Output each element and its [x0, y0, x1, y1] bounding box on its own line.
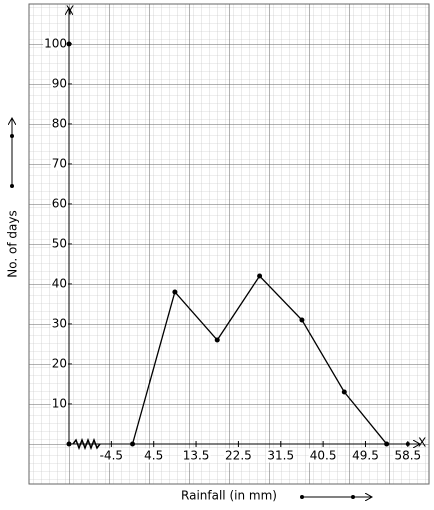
y-tick-label: 40: [52, 277, 67, 291]
y-tick-label: 30: [52, 317, 67, 331]
y-tick-label: 50: [52, 237, 67, 251]
x-tick-label-group: 31.5: [266, 448, 296, 463]
y-tick-label: 80: [52, 117, 67, 131]
y-tick-label-group: 60: [50, 196, 68, 211]
y-axis-title: No. of days: [6, 210, 20, 277]
label-background: [43, 36, 68, 51]
label-background: [50, 116, 68, 131]
y-tick-label: 100: [44, 37, 67, 51]
graph-paper: [28, 3, 430, 485]
y-tick-label-group: 70: [50, 156, 68, 171]
x-tick-label-group: -4.5: [98, 448, 125, 463]
y-tick-label-group: 10: [50, 396, 68, 411]
y-tick-label-group: 80: [50, 116, 68, 131]
y-tick-label: 60: [52, 197, 67, 211]
x-tick-label-group: 13.5: [181, 448, 211, 463]
x-tick-label: 13.5: [183, 449, 210, 463]
x-tick-label-group: 4.5: [143, 448, 165, 463]
axis-dot: [66, 41, 72, 47]
y-tick-label-group: 50: [50, 236, 68, 251]
y-axis-letter: Y: [65, 4, 74, 18]
data-point: [384, 441, 390, 447]
data-point: [257, 273, 263, 279]
label-background: [181, 448, 211, 463]
x-tick-label: 40.5: [310, 449, 337, 463]
label-background: [50, 356, 68, 371]
data-point: [214, 337, 220, 343]
label-background: [98, 448, 125, 463]
x-tick-label: 49.5: [352, 449, 379, 463]
arrow-dot: [351, 495, 355, 499]
y-tick-label-group: 40: [50, 276, 68, 291]
label-background: [351, 448, 380, 463]
y-tick-label: 10: [52, 397, 67, 411]
x-tick-label: -4.5: [100, 449, 123, 463]
x-tick-label: 58.5: [394, 449, 421, 463]
arrow-dot: [10, 134, 14, 138]
axis-break: [72, 437, 101, 451]
origin-dot: [66, 441, 72, 447]
y-tick-label-group: 30: [50, 316, 68, 331]
label-background: [50, 316, 68, 331]
y-tick-label: 90: [52, 77, 67, 91]
label-background: [143, 448, 165, 463]
x-tick-label: 31.5: [267, 449, 294, 463]
label-background: [50, 236, 68, 251]
x-tick-label: 4.5: [144, 449, 163, 463]
label-background: [50, 396, 68, 411]
data-point: [341, 389, 347, 395]
arrow-dot: [300, 495, 304, 499]
label-background: [50, 196, 68, 211]
y-tick-label-group: 90: [50, 76, 68, 91]
label-background: [224, 448, 253, 463]
y-tick-label: 20: [52, 357, 67, 371]
x-tick-label-group: 40.5: [308, 448, 338, 463]
x-axis-title: Rainfall (in mm): [181, 489, 277, 503]
data-point: [299, 317, 305, 323]
label-background: [50, 76, 68, 91]
x-tick-label-group: 58.5: [393, 448, 423, 463]
label-background: [308, 448, 338, 463]
label-background: [393, 448, 423, 463]
x-axis-letter: X: [418, 436, 426, 450]
label-background: [50, 276, 68, 291]
x-tick-label: 22.5: [225, 449, 252, 463]
y-tick-label-group: 20: [50, 356, 68, 371]
x-tick-label-group: 49.5: [351, 448, 380, 463]
data-point: [130, 441, 136, 447]
label-background: [266, 448, 296, 463]
y-tick-label: 70: [52, 157, 67, 171]
arrow-dot: [10, 184, 14, 188]
label-background: [50, 156, 68, 171]
x-tick-label-group: 22.5: [224, 448, 253, 463]
data-point: [172, 289, 178, 295]
y-tick-label-group: 100: [43, 36, 68, 51]
axis-dot: [405, 442, 410, 446]
